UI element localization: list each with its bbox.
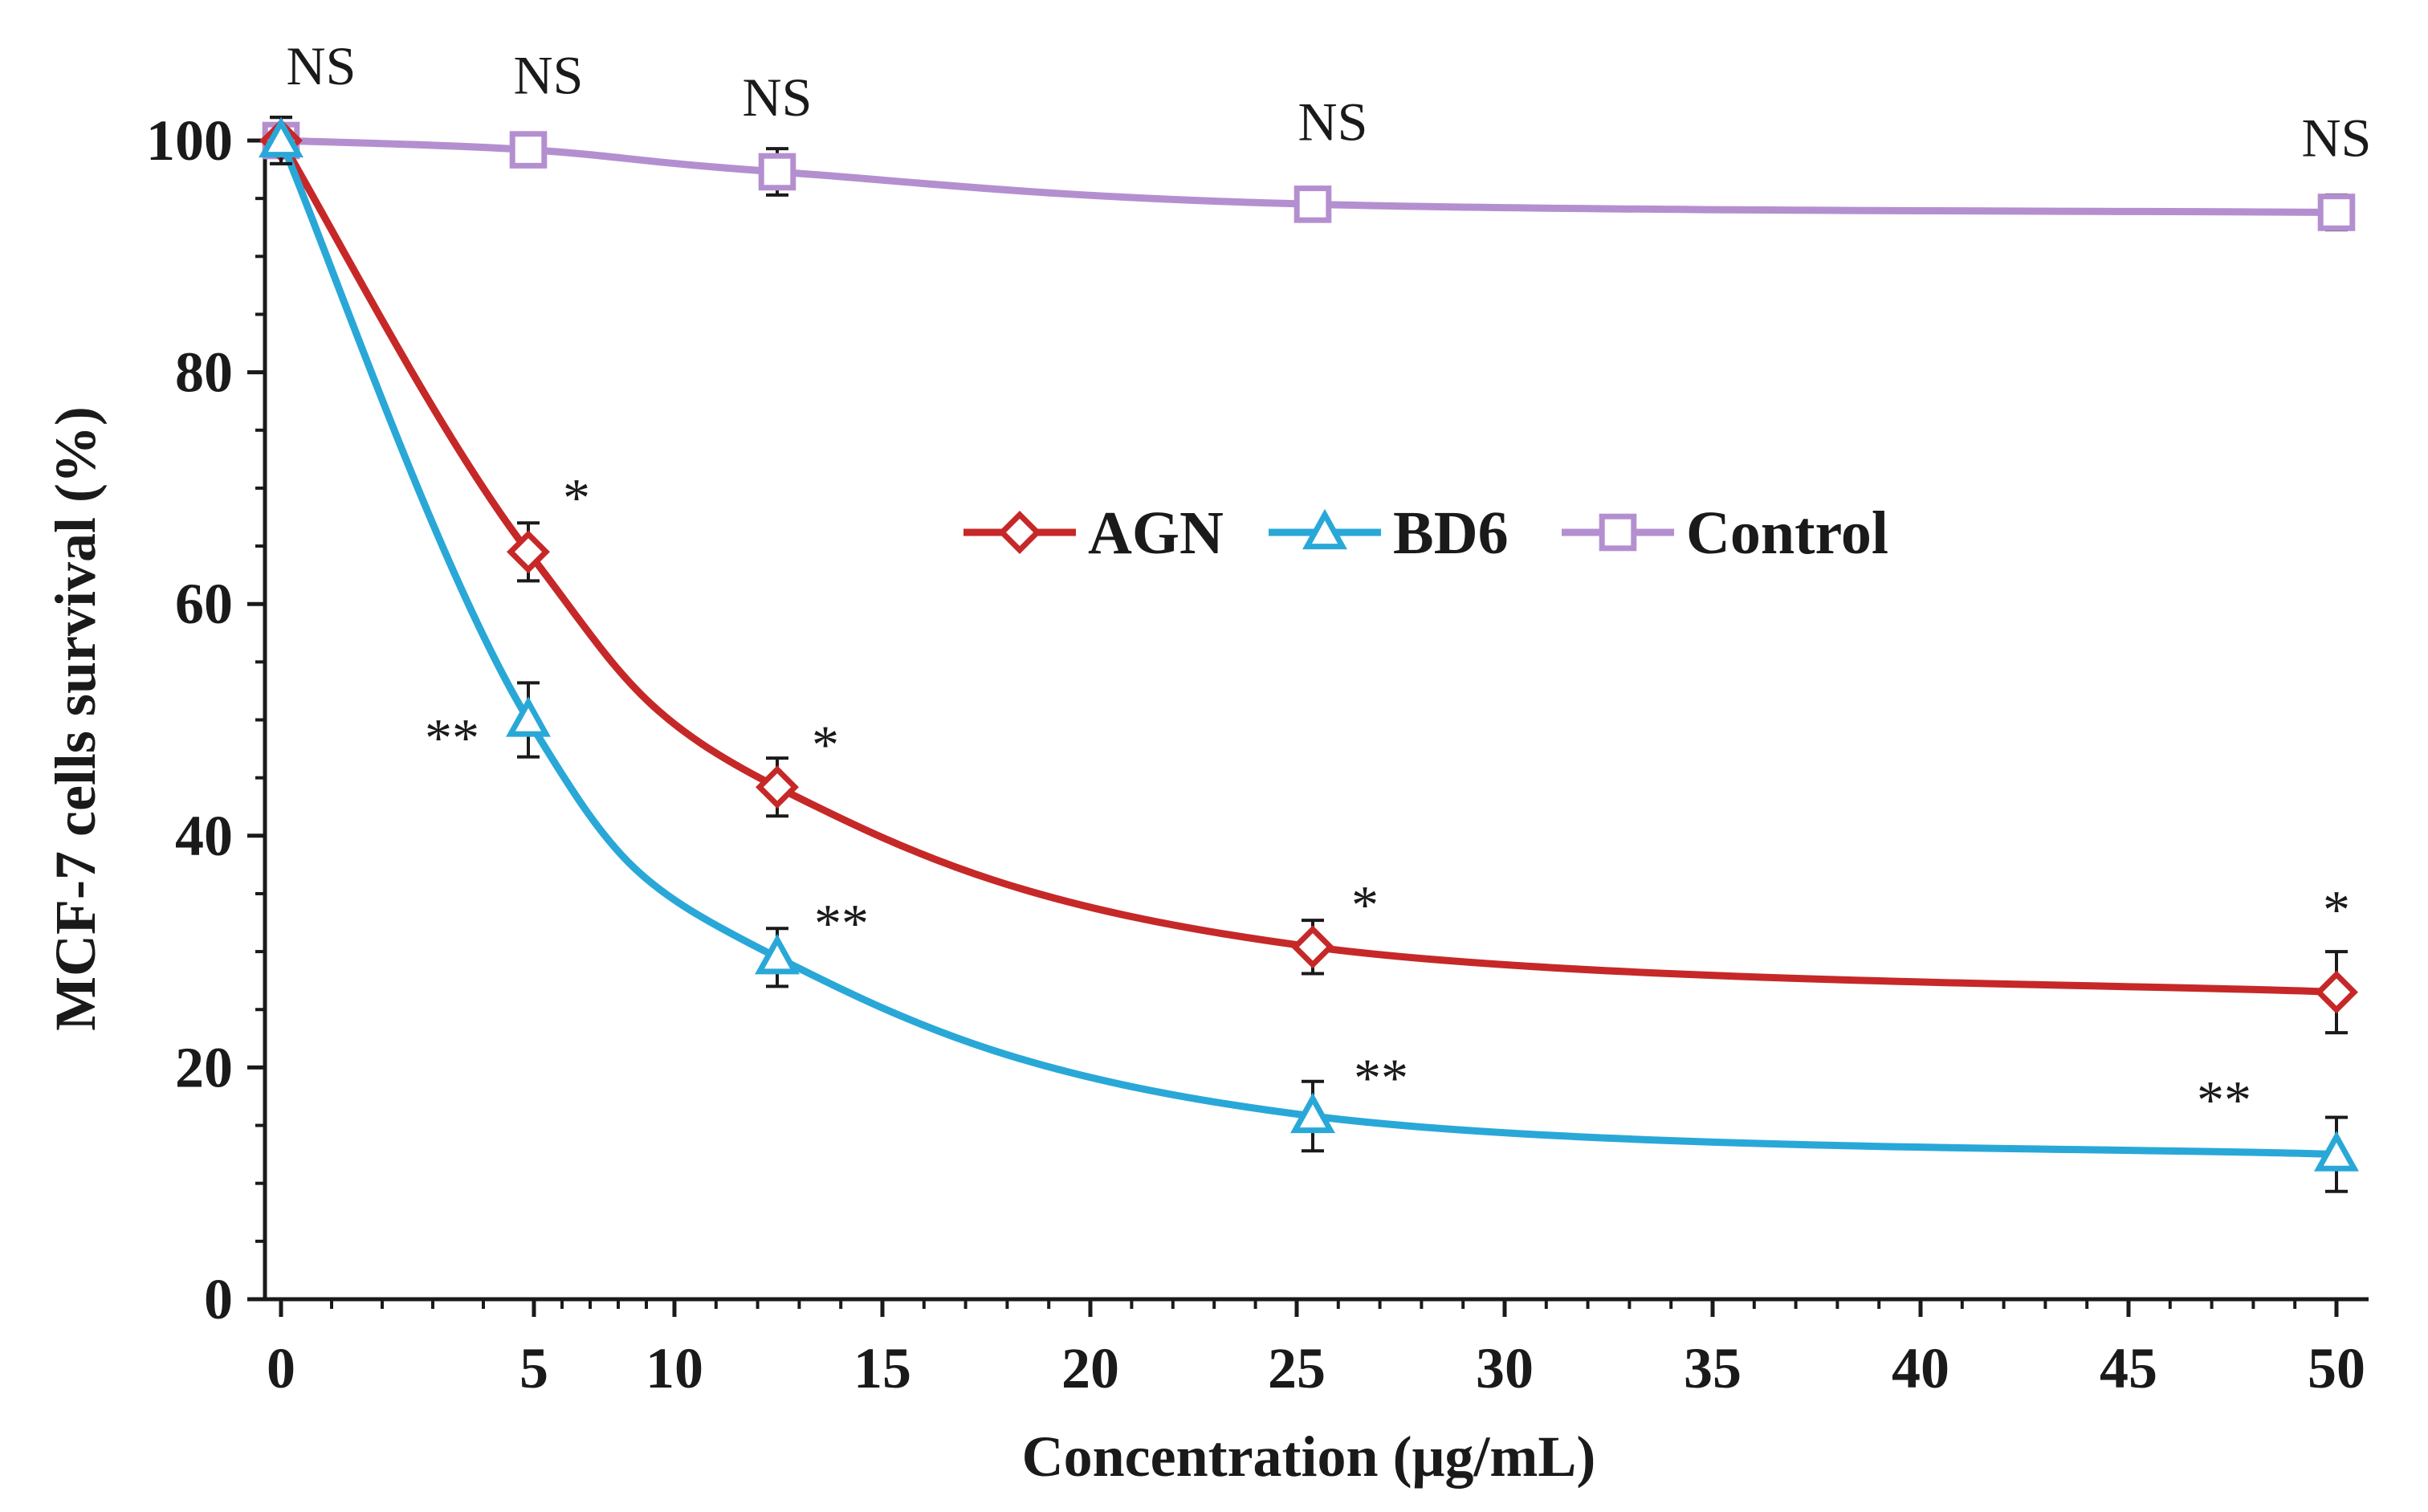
- legend-marker-agn: [998, 511, 1041, 554]
- data-point-agn: [756, 765, 799, 809]
- x-tick-label: 35: [1684, 1336, 1742, 1400]
- significance-label-bd6: **: [2197, 1070, 2251, 1131]
- legend-marker-control: [1599, 513, 1637, 552]
- y-axis-title: MCF-7 cells survival (%): [43, 406, 108, 1031]
- legend-label-bd6: BD6: [1393, 499, 1509, 567]
- significance-label-control: NS: [514, 45, 584, 106]
- significance-label-control: NS: [743, 67, 813, 128]
- significance-label-bd6: **: [1354, 1047, 1408, 1108]
- data-point-bd6: [1290, 1092, 1335, 1134]
- x-axis-title: Concentration (μg/mL): [1022, 1424, 1596, 1489]
- x-tick-label: 30: [1476, 1336, 1534, 1400]
- y-tick-label: 20: [175, 1035, 233, 1099]
- significance-label-agn: *: [1351, 874, 1379, 935]
- data-point-bd6: [259, 116, 304, 158]
- significance-label-agn: *: [2323, 879, 2350, 940]
- y-tick-label: 0: [204, 1267, 233, 1331]
- x-tick-label: 10: [646, 1336, 703, 1400]
- legend-marker-bd6: [1302, 508, 1347, 550]
- series-line-agn: [277, 137, 2340, 996]
- y-tick-label: 80: [175, 340, 233, 405]
- series-line-bd6: [277, 137, 2340, 1159]
- data-point-bd6: [506, 696, 551, 737]
- data-point-control: [758, 153, 796, 191]
- significance-label-bd6: **: [425, 707, 479, 768]
- y-tick-label: 60: [175, 572, 233, 636]
- legend-label-agn: AGN: [1088, 499, 1224, 567]
- data-point-control: [509, 131, 548, 169]
- data-point-control: [2317, 194, 2356, 231]
- significance-label-agn: *: [812, 714, 839, 775]
- data-point-agn: [2315, 970, 2358, 1014]
- significance-label-bd6: **: [814, 892, 869, 953]
- x-tick-label: 45: [2100, 1336, 2157, 1400]
- y-tick-label: 100: [146, 108, 233, 173]
- data-point-agn: [1291, 925, 1334, 969]
- y-tick-label: 40: [175, 804, 233, 868]
- data-point-bd6: [755, 934, 800, 975]
- series-line-control: [277, 137, 2340, 216]
- data-point-control: [1293, 185, 1332, 223]
- significance-label-control: NS: [1298, 91, 1368, 152]
- x-tick-label: 40: [1892, 1336, 1949, 1400]
- x-tick-label: 15: [853, 1336, 911, 1400]
- x-tick-label: 0: [267, 1336, 295, 1400]
- significance-label-control: NS: [2302, 107, 2372, 168]
- x-tick-label: 20: [1061, 1336, 1119, 1400]
- significance-label-control: NS: [287, 35, 356, 96]
- significance-label-agn: *: [563, 467, 590, 528]
- data-point-bd6: [2314, 1131, 2359, 1172]
- data-point-agn: [507, 530, 550, 574]
- x-tick-label: 5: [519, 1336, 548, 1400]
- x-tick-label: 25: [1268, 1336, 1326, 1400]
- x-tick-label: 50: [2308, 1336, 2365, 1400]
- legend-label-control: Control: [1686, 499, 1888, 567]
